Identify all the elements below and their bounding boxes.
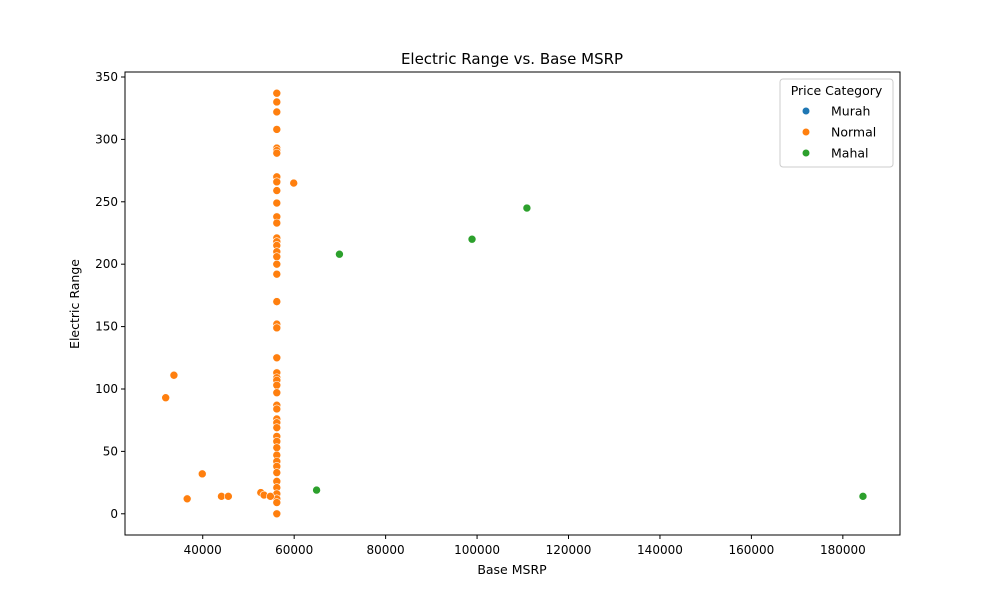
data-point-normal <box>272 218 282 228</box>
x-tick-label: 60000 <box>275 543 313 557</box>
x-tick-label: 100000 <box>454 543 500 557</box>
data-point-normal <box>169 370 179 380</box>
data-point-mahal <box>858 492 868 501</box>
y-tick-label: 50 <box>103 444 118 458</box>
data-point-normal <box>272 186 282 195</box>
data-point-normal <box>272 269 282 279</box>
data-point-mahal <box>312 485 321 495</box>
data-point-normal <box>266 492 275 501</box>
data-point-normal <box>272 198 282 208</box>
data-point-normal <box>272 404 282 414</box>
data-point-normal <box>272 177 282 187</box>
data-point-normal <box>272 323 282 333</box>
data-point-normal <box>272 443 282 452</box>
legend-label-normal: Normal <box>831 125 876 140</box>
data-point-mahal <box>522 203 532 213</box>
legend-title: Price Category <box>791 83 883 98</box>
data-point-normal <box>272 259 282 269</box>
y-tick-label: 100 <box>95 382 118 396</box>
legend-marker-normal <box>802 128 810 136</box>
plot-frame <box>124 71 901 536</box>
y-tick-label: 350 <box>95 70 118 84</box>
legend-marker-mahal <box>802 149 810 157</box>
y-tick-label: 200 <box>95 257 118 271</box>
legend-box <box>779 78 894 168</box>
x-axis-ticks: 40000 60000 80000 100000 120000 140000 160000 1… <box>184 535 866 557</box>
data-point-normal <box>272 498 282 507</box>
data-point-normal <box>272 148 282 158</box>
y-axis-label: Electric Range <box>67 259 82 349</box>
y-tick-label: 0 <box>110 507 118 521</box>
data-point-mahal <box>335 249 344 259</box>
data-points <box>161 88 868 519</box>
data-point-normal <box>272 107 282 117</box>
y-tick-label: 250 <box>95 195 118 209</box>
legend-label-murah: Murah <box>831 104 870 119</box>
data-point-normal <box>272 97 282 107</box>
data-point-mahal <box>467 234 477 244</box>
x-tick-label: 160000 <box>728 543 774 557</box>
data-point-normal <box>272 388 282 398</box>
data-point-normal <box>272 380 282 390</box>
data-point-normal <box>272 468 282 477</box>
data-point-normal <box>182 494 192 504</box>
legend-items: Murah Normal Mahal <box>802 104 876 161</box>
x-tick-label: 140000 <box>637 543 683 557</box>
data-point-normal <box>272 353 282 363</box>
y-tick-label: 300 <box>95 132 118 146</box>
data-point-normal <box>272 88 282 98</box>
data-point-normal <box>224 492 233 501</box>
x-tick-label: 180000 <box>820 543 866 557</box>
data-point-normal <box>197 469 207 479</box>
y-tick-label: 150 <box>95 320 118 334</box>
data-point-normal <box>289 178 299 188</box>
data-point-normal <box>161 393 170 403</box>
data-point-normal <box>272 509 282 519</box>
chart-title: Electric Range vs. Base MSRP <box>401 50 623 68</box>
x-tick-label: 120000 <box>546 543 592 557</box>
legend-label-mahal: Mahal <box>831 146 869 161</box>
data-point-normal <box>272 252 282 262</box>
legend-marker-murah <box>802 107 810 115</box>
y-axis-ticks: 0 50 100 150 200 250 300 350 <box>95 70 125 521</box>
x-axis-label: Base MSRP <box>477 562 547 577</box>
legend: Price Category Murah Normal Mahal <box>779 78 894 168</box>
data-point-normal <box>272 423 282 432</box>
x-tick-label: 80000 <box>367 543 405 557</box>
data-point-normal <box>272 125 282 134</box>
x-tick-label: 40000 <box>184 543 222 557</box>
data-point-normal <box>272 297 282 306</box>
